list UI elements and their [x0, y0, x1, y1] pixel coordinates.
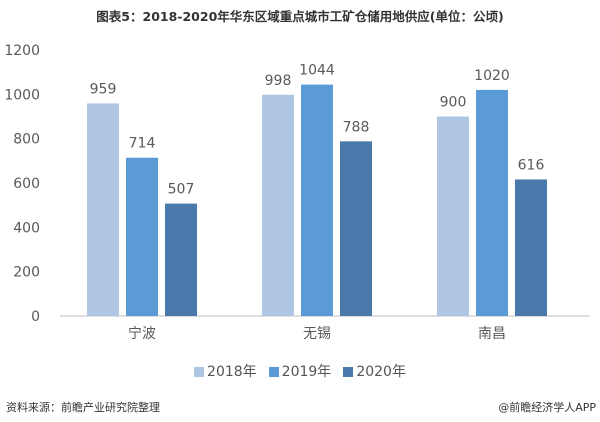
y-tick-label: 600 [13, 176, 40, 192]
data-label: 507 [168, 182, 195, 198]
legend-label: 2019年 [281, 364, 332, 380]
x-tick-label: 宁波 [128, 325, 156, 342]
y-tick-label: 1000 [4, 87, 40, 103]
data-label: 788 [343, 119, 370, 135]
x-tick-label: 无锡 [303, 326, 331, 342]
y-tick-label: 0 [31, 309, 40, 325]
brand-credit: @前瞻经济学人APP [498, 401, 596, 414]
bar-2018年 [262, 94, 294, 316]
source-note: 资料来源：前瞻产业研究院整理 [6, 401, 160, 414]
legend-swatch [343, 367, 354, 377]
legend-label: 2018年 [207, 364, 257, 380]
legend-label: 2020年 [356, 364, 406, 380]
bar-2019年 [301, 84, 333, 316]
data-label: 998 [265, 73, 292, 89]
data-label: 616 [518, 157, 545, 173]
data-label: 1044 [299, 63, 335, 79]
data-label: 1020 [474, 68, 510, 84]
data-label: 714 [129, 136, 156, 152]
legend-swatch [268, 367, 279, 377]
legend-item: 2018年 [194, 361, 257, 381]
bar-2020年 [515, 179, 547, 316]
bar-2018年 [437, 116, 469, 316]
legend-item: 2019年 [268, 361, 332, 381]
legend: 2018年 2019年 2020年 [0, 361, 600, 381]
bar-2020年 [165, 203, 197, 316]
bar-2019年 [126, 157, 158, 316]
data-label: 900 [440, 95, 467, 111]
bar-2019年 [476, 89, 508, 317]
legend-item: 2020年 [343, 361, 406, 381]
y-tick-label: 800 [13, 132, 40, 148]
bar-2018年 [87, 103, 119, 317]
y-tick-label: 1200 [4, 43, 40, 59]
legend-swatch [194, 367, 205, 377]
bar-2020年 [340, 141, 372, 316]
y-tick-label: 200 [13, 265, 40, 281]
y-tick-label: 400 [13, 220, 40, 236]
data-label: 959 [90, 81, 117, 97]
x-tick-label: 南昌 [478, 326, 506, 342]
chart-title: 图表5：2018-2020年华东区域重点城市工矿仓储用地供应(单位：公顷) [96, 9, 504, 24]
